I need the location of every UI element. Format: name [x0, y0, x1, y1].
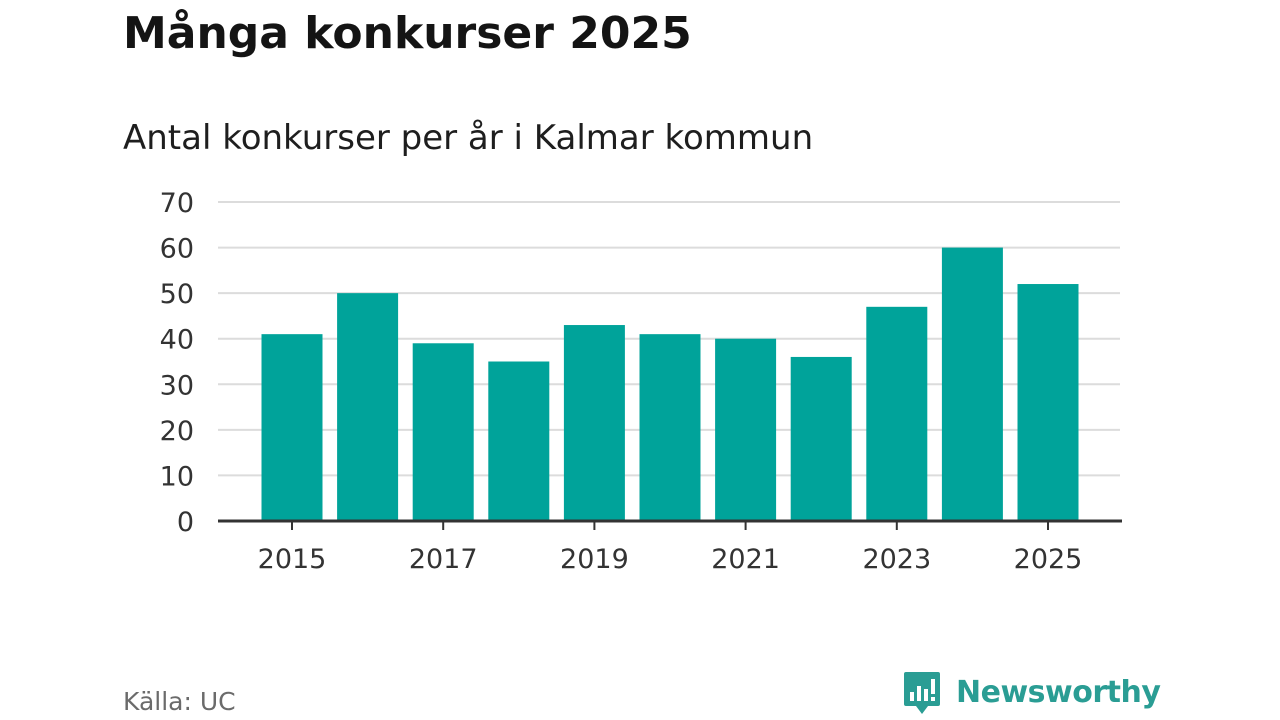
- chart-subtitle: Antal konkurser per år i Kalmar kommun: [123, 118, 814, 158]
- x-tick-label: 2023: [862, 544, 931, 575]
- y-tick-label: 0: [177, 507, 194, 538]
- chart-title: Många konkurser 2025: [123, 8, 692, 59]
- y-tick-label: 70: [160, 188, 194, 219]
- brand-name: Newsworthy: [956, 675, 1161, 710]
- bar-2019: [563, 325, 625, 521]
- axes: 0 10 20 30 40 50 60 70 2015 2017 2019 2021 2023 2025: [160, 188, 1122, 575]
- y-tick-label: 10: [160, 461, 194, 492]
- y-tick-label: 40: [160, 325, 194, 356]
- y-tick-label: 60: [160, 234, 194, 265]
- bar-2022: [790, 356, 852, 521]
- brand-logo: Newsworthy: [902, 670, 1161, 716]
- x-tick-label: 2017: [409, 544, 478, 575]
- bar-2024: [941, 247, 1003, 522]
- x-tick-label: 2015: [258, 544, 327, 575]
- newsworthy-logo-icon: [904, 672, 940, 714]
- y-tick-label: 20: [160, 416, 194, 447]
- bar-2021: [715, 338, 777, 521]
- bar-2018: [488, 361, 550, 521]
- bar-2016: [337, 293, 399, 521]
- x-tick-label: 2021: [711, 544, 780, 575]
- x-tick-label: 2019: [560, 544, 629, 575]
- bar-2017: [412, 343, 474, 521]
- x-tick-label: 2025: [1014, 544, 1083, 575]
- bar-2025: [1017, 284, 1079, 521]
- bars: [261, 247, 1079, 522]
- bar-2015: [261, 334, 323, 521]
- source-note: Källa: UC: [123, 687, 236, 716]
- y-tick-label: 30: [160, 370, 194, 401]
- bar-2023: [866, 306, 928, 521]
- bar-2020: [639, 334, 701, 521]
- y-tick-label: 50: [160, 279, 194, 310]
